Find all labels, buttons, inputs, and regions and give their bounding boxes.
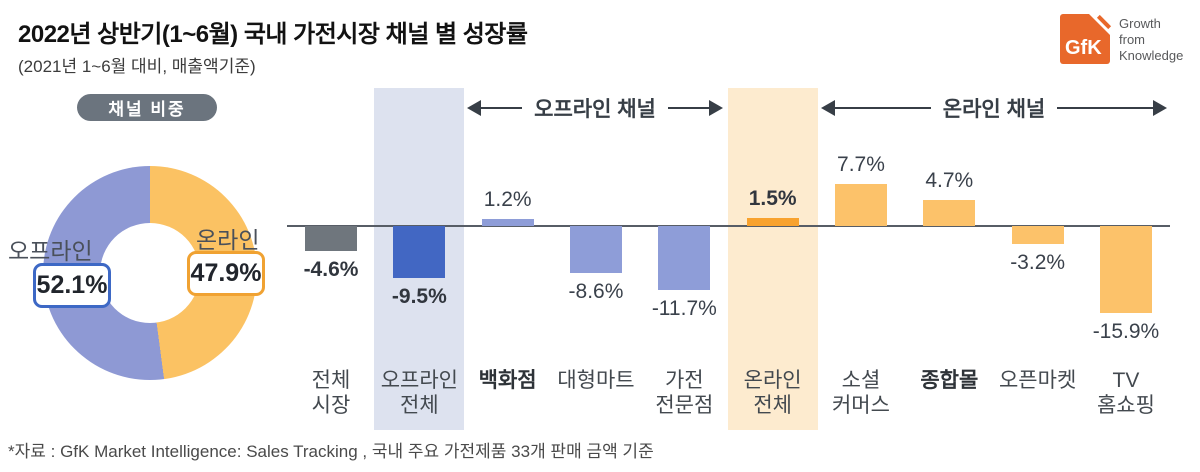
bar-value-label: 4.7% xyxy=(925,169,974,193)
bar-value-label: -3.2% xyxy=(1010,250,1066,274)
gfk-logo-text: GfK xyxy=(1065,37,1102,59)
bar xyxy=(834,183,887,226)
zero-axis-line xyxy=(287,225,1170,227)
bar xyxy=(569,226,622,274)
bar-category-label: 가전 전문점 xyxy=(655,369,714,417)
bar-category-label: 소셜 커머스 xyxy=(831,369,890,417)
bar xyxy=(746,217,799,226)
bar xyxy=(305,226,357,252)
channel-share-badge: 채널 비중 xyxy=(77,94,217,121)
donut-offline-value: 52.1% xyxy=(33,263,111,308)
online-channel-group-header: 온라인 채널 xyxy=(821,96,1167,121)
bar xyxy=(481,219,534,226)
bar-category-label: 오프라인 전체 xyxy=(380,369,458,417)
source-note: *자료 : GfK Market Intelligence: Sales Tra… xyxy=(8,442,654,461)
bar-value-label: -15.9% xyxy=(1092,320,1160,344)
donut-online-value: 47.9% xyxy=(187,251,265,296)
donut-offline-label: 오프라인 xyxy=(8,238,93,264)
bar-value-label: 1.2% xyxy=(483,188,532,212)
arrow-left-icon xyxy=(467,100,481,116)
header-line xyxy=(1057,107,1153,109)
page-subtitle: (2021년 1~6월 대비, 매출액기준) xyxy=(18,57,256,76)
bar-category-label: 종합몰 xyxy=(920,369,979,392)
donut-online-label: 온라인 xyxy=(196,227,260,253)
bar xyxy=(1099,226,1152,314)
bar-category-label: 대형마트 xyxy=(557,369,635,392)
bar-category-label: 전체 시장 xyxy=(311,369,351,417)
header-line xyxy=(667,107,710,109)
bar xyxy=(1011,226,1064,244)
offline-channel-header-label: 오프라인 채널 xyxy=(534,98,656,121)
arrow-left-icon xyxy=(821,100,835,116)
highlight-column xyxy=(727,88,818,430)
bar xyxy=(658,226,711,291)
arrow-right-icon xyxy=(1153,100,1167,116)
bar xyxy=(393,226,446,279)
gfk-tagline-line: Growth xyxy=(1119,16,1161,31)
gfk-tagline-line: from xyxy=(1119,32,1145,47)
bar-category-label: 온라인 전체 xyxy=(743,369,802,417)
online-channel-header-label: 온라인 채널 xyxy=(942,98,1046,121)
bar-value-label: -4.6% xyxy=(303,258,359,282)
bar-value-label: -9.5% xyxy=(391,285,447,309)
gfk-tagline-line: Knowledge xyxy=(1119,48,1184,63)
bar-category-label: 백화점 xyxy=(478,369,537,392)
gfk-tagline: Growth from Knowledge xyxy=(1119,16,1183,64)
header-line xyxy=(835,107,931,109)
bar-value-label: 1.5% xyxy=(748,186,797,210)
bar xyxy=(923,200,976,226)
bar-value-label: -8.6% xyxy=(568,280,624,304)
bar-value-label: 7.7% xyxy=(837,152,885,176)
page-title: 2022년 상반기(1~6월) 국내 가전시장 채널 별 성장률 xyxy=(18,21,528,48)
arrow-right-icon xyxy=(709,100,724,116)
bar-value-label: -11.7% xyxy=(651,297,717,321)
offline-channel-group-header: 오프라인 채널 xyxy=(467,96,724,121)
header-line xyxy=(481,107,523,109)
bar-category-label: TV 홈쇼핑 xyxy=(1096,369,1155,417)
bar-category-label: 오픈마켓 xyxy=(998,369,1077,392)
